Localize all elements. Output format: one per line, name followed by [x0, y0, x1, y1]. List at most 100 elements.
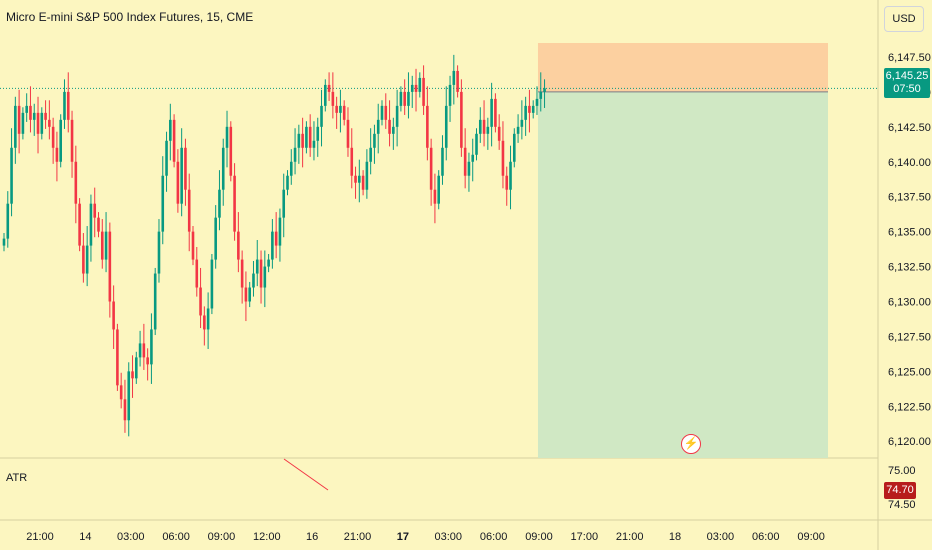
candle-body	[293, 147, 297, 162]
candle-body	[482, 119, 486, 134]
y-tick-label: 6,140.00	[888, 157, 931, 169]
candle-body	[123, 399, 127, 421]
candle-body	[388, 119, 391, 134]
candle-body	[32, 112, 36, 120]
take-profit-zone	[537, 91, 828, 458]
x-tick-label: 06:00	[480, 531, 508, 543]
currency-button[interactable]: USD	[884, 6, 924, 32]
candle-body	[274, 231, 278, 246]
candle-body	[221, 147, 225, 190]
candle-body	[448, 84, 452, 106]
candle-body	[528, 105, 531, 113]
candle-body	[97, 217, 100, 232]
candle-body	[346, 119, 350, 148]
x-tick-label: 21:00	[26, 531, 54, 543]
candle-body	[206, 308, 210, 330]
candle-body	[55, 147, 59, 162]
candle-body	[535, 98, 539, 106]
stop-loss-zone	[537, 42, 828, 92]
candle-body	[100, 231, 104, 260]
candle-body	[403, 91, 406, 106]
candle-body	[48, 119, 51, 127]
candle-body	[172, 119, 176, 162]
candle-body	[2, 238, 6, 246]
candle-body	[354, 175, 357, 183]
candle-body	[316, 126, 320, 141]
candle-body	[119, 385, 123, 400]
x-tick-label: 06:00	[752, 531, 780, 543]
candle-body	[51, 126, 55, 148]
candle-body	[248, 287, 251, 302]
candle-body	[463, 147, 467, 176]
candle-body	[6, 203, 10, 239]
candle-body	[78, 203, 81, 246]
atr-line	[283, 458, 329, 491]
candle-body	[59, 119, 62, 162]
candle-body	[437, 175, 440, 204]
candle-body	[85, 245, 89, 274]
candle-body	[244, 287, 248, 302]
candle-body	[278, 217, 282, 246]
candle-body	[516, 126, 520, 134]
candle-body	[539, 91, 543, 99]
candle-body	[127, 371, 131, 421]
x-tick-label: 18	[669, 531, 681, 543]
candle-body	[157, 231, 161, 274]
x-tick-label: 17:00	[571, 531, 599, 543]
candle-body	[414, 84, 418, 92]
y-tick-label: 6,132.50	[888, 262, 931, 274]
candle-body	[335, 105, 338, 113]
candle-body	[369, 147, 372, 162]
candle-body	[225, 126, 229, 148]
candle-body	[305, 126, 308, 148]
candle-body	[14, 105, 17, 148]
x-tick-label: 06:00	[162, 531, 190, 543]
candle-body	[342, 105, 346, 120]
candle-body	[271, 231, 274, 260]
candle-body	[233, 175, 236, 232]
candle-body	[195, 259, 199, 288]
candle-body	[490, 98, 493, 127]
x-tick-label: 03:00	[434, 531, 462, 543]
candle-body	[486, 126, 490, 134]
x-tick-label: 03:00	[707, 531, 735, 543]
candle-body	[289, 161, 293, 176]
x-tick-label: 09:00	[525, 531, 553, 543]
candle-body	[199, 287, 202, 316]
candle-body	[146, 357, 149, 365]
candle-body	[240, 259, 244, 288]
candle-body	[267, 259, 270, 267]
candle-body	[501, 140, 505, 176]
candle-body	[176, 161, 180, 204]
candle-body	[286, 175, 289, 190]
candle-body	[429, 147, 433, 190]
candle-body	[320, 105, 323, 127]
candle-body	[252, 273, 255, 288]
candle-body	[327, 84, 331, 92]
candle-body	[93, 203, 97, 218]
candle-body	[460, 91, 463, 148]
candle-body	[373, 133, 376, 148]
x-tick-label: 16	[306, 531, 318, 543]
candle-body	[301, 133, 304, 148]
atr-label[interactable]: ATR	[6, 472, 28, 484]
candle-body	[108, 231, 112, 302]
candle-body	[358, 175, 361, 183]
bar-countdown: 07:50	[893, 83, 921, 95]
candle-body	[380, 105, 384, 120]
candle-body	[165, 140, 168, 176]
alert-icon[interactable]: ⚡	[681, 434, 701, 454]
y-tick-label: 6,135.00	[888, 227, 931, 239]
candle-body	[365, 161, 369, 190]
x-tick-label: 14	[79, 531, 91, 543]
atr-tick-label: 74.50	[888, 499, 916, 511]
candle-body	[441, 147, 444, 176]
candle-body	[10, 147, 13, 204]
candle-body	[524, 105, 527, 120]
last-price-value: 6,145.25	[885, 70, 929, 82]
candle-body	[63, 91, 66, 120]
candle-body	[161, 175, 165, 232]
candle-body	[229, 126, 233, 176]
